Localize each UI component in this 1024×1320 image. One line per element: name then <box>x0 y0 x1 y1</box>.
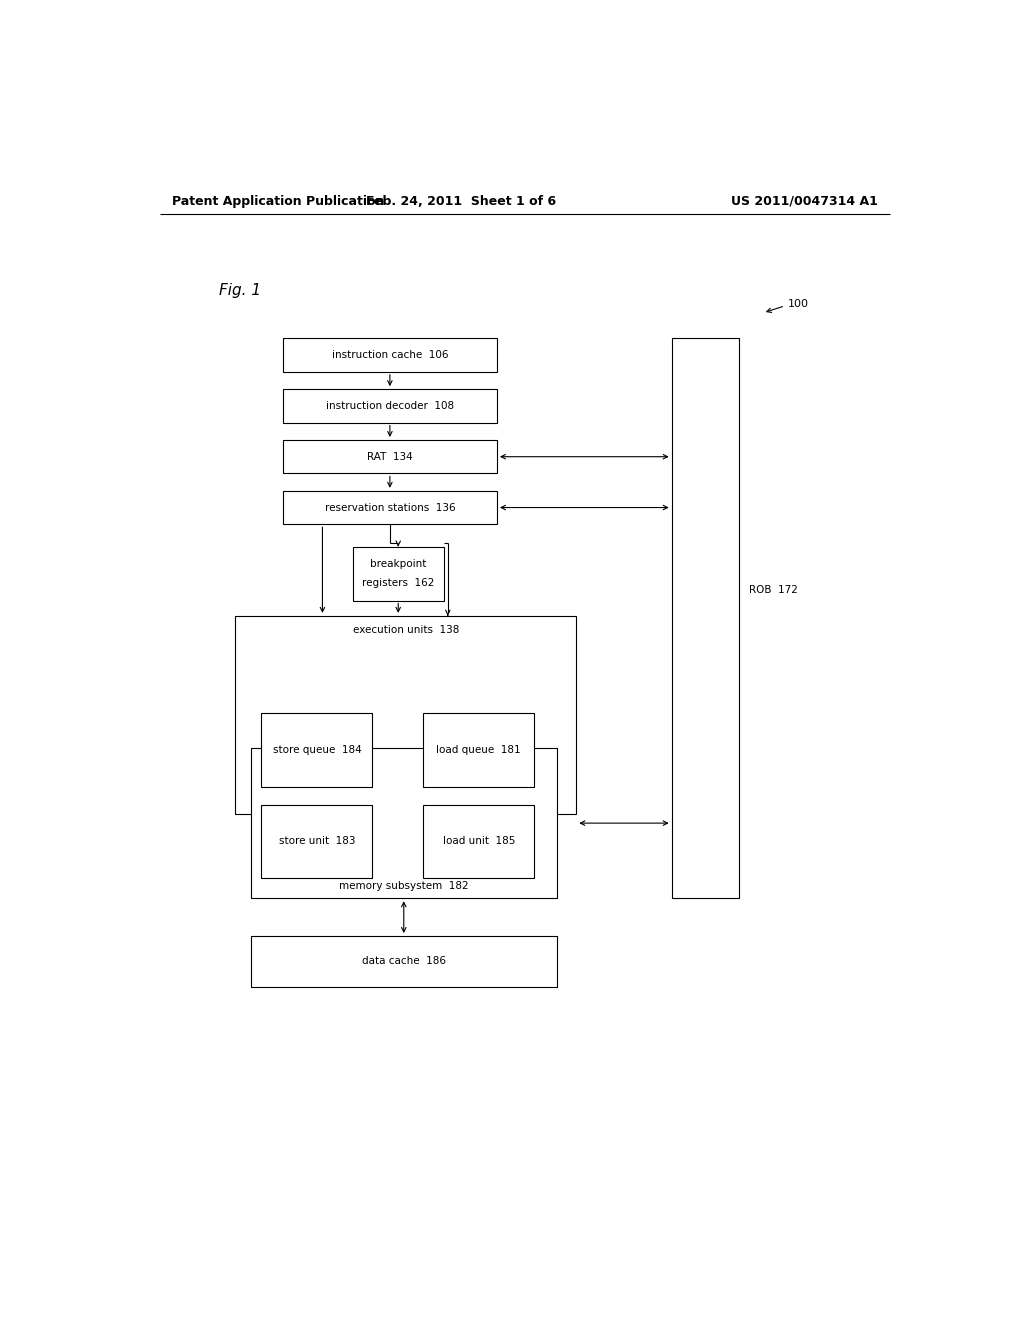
Text: Feb. 24, 2011  Sheet 1 of 6: Feb. 24, 2011 Sheet 1 of 6 <box>367 194 556 207</box>
Bar <box>283 491 497 524</box>
Text: data cache  186: data cache 186 <box>361 957 445 966</box>
Text: ROB  172: ROB 172 <box>749 585 798 595</box>
Bar <box>672 338 739 899</box>
Bar <box>261 805 373 878</box>
Bar <box>352 546 443 601</box>
Bar <box>423 713 535 787</box>
Bar <box>251 748 557 899</box>
Text: instruction cache  106: instruction cache 106 <box>332 350 449 360</box>
Bar <box>283 440 497 474</box>
Text: store queue  184: store queue 184 <box>272 744 361 755</box>
Text: reservation stations  136: reservation stations 136 <box>325 503 456 512</box>
Text: Patent Application Publication: Patent Application Publication <box>172 194 384 207</box>
Bar <box>236 615 577 814</box>
Text: load unit  185: load unit 185 <box>442 837 515 846</box>
Text: Fig. 1: Fig. 1 <box>219 282 261 298</box>
Bar <box>251 936 557 987</box>
Text: execution units  138: execution units 138 <box>352 624 459 635</box>
Text: store unit  183: store unit 183 <box>279 837 355 846</box>
Text: 100: 100 <box>788 298 809 309</box>
Bar <box>423 805 535 878</box>
Text: US 2011/0047314 A1: US 2011/0047314 A1 <box>731 194 878 207</box>
Text: registers  162: registers 162 <box>362 578 434 589</box>
Text: load queue  181: load queue 181 <box>436 744 521 755</box>
Bar <box>283 389 497 422</box>
Text: instruction decoder  108: instruction decoder 108 <box>326 401 454 411</box>
Text: RAT  134: RAT 134 <box>367 451 413 462</box>
Text: breakpoint: breakpoint <box>370 558 426 569</box>
Bar <box>283 338 497 372</box>
Bar <box>261 713 373 787</box>
Text: memory subsystem  182: memory subsystem 182 <box>339 882 469 891</box>
